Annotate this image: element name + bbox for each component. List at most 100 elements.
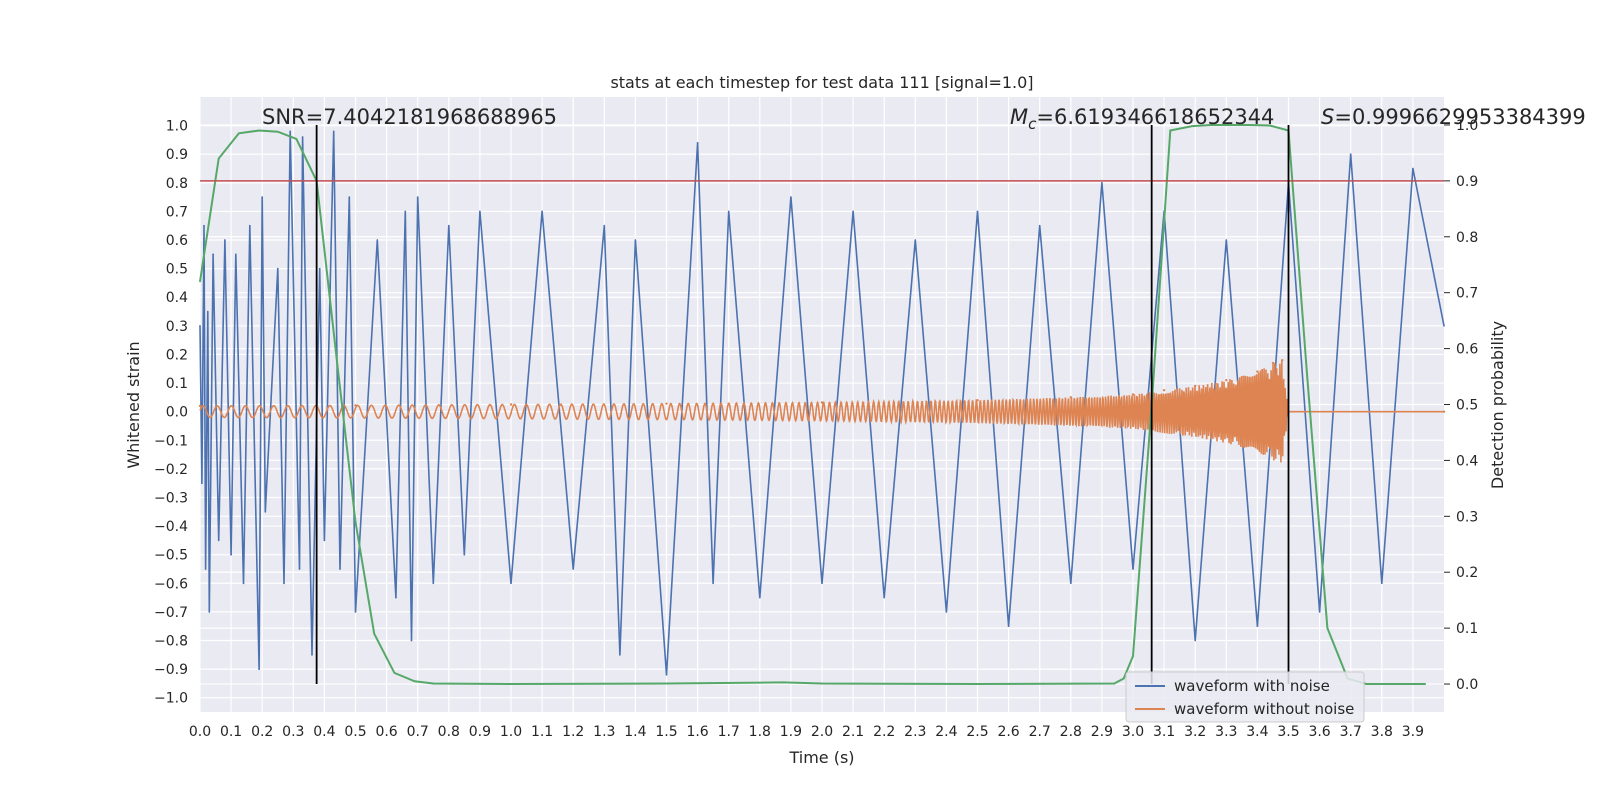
y2-tick-label: 0.0: [1456, 677, 1478, 693]
x-tick-label: 1.5: [655, 724, 677, 740]
x-tick-label: 3.6: [1308, 724, 1330, 740]
x-tick-label: 1.4: [624, 724, 646, 740]
noise-line: [199, 130, 1445, 676]
y-tick-label: −0.4: [154, 519, 188, 535]
noise-point: [976, 210, 979, 213]
noise-point: [234, 253, 237, 256]
probability-point: [1306, 375, 1308, 378]
noise-point: [572, 568, 574, 570]
x-tick-label: 2.2: [873, 724, 895, 740]
clean-envelope-point: [1131, 393, 1135, 396]
y-axis-label: Whitened strain: [124, 341, 143, 468]
probability-point: [373, 632, 375, 635]
series-detection-probability: [199, 124, 1427, 686]
noise-point: [1443, 325, 1445, 327]
legend-label-noise: waveform with noise: [1174, 677, 1330, 695]
noise-point: [242, 582, 245, 585]
series-waveform-with-noise: [199, 130, 1445, 676]
y-tick-label: 1.0: [166, 119, 188, 135]
y-tick-label: 0.5: [166, 262, 188, 278]
probability-point: [432, 682, 435, 685]
y-tick-label: −0.7: [154, 605, 188, 621]
noise-point: [348, 196, 351, 198]
probability-point: [276, 130, 279, 133]
x-tick-label: 1.6: [686, 724, 708, 740]
noise-point: [1412, 167, 1414, 170]
y-tick-label: 0.2: [166, 347, 188, 363]
noise-point: [1070, 582, 1072, 585]
noise-point: [323, 539, 326, 542]
noise-point: [208, 611, 211, 613]
noise-point: [1381, 582, 1383, 585]
noise-point: [201, 482, 203, 484]
y-tick-label: 0.8: [166, 176, 188, 192]
chart-title: stats at each timestep for test data 111…: [610, 73, 1033, 92]
clean-envelope-point: [1256, 370, 1259, 373]
clean-envelope-point: [976, 399, 979, 402]
x-tick-label: 0.2: [251, 724, 273, 740]
x-tick-label: 3.2: [1184, 724, 1206, 740]
noise-point: [217, 539, 220, 542]
probability-point: [258, 129, 260, 132]
noise-point: [727, 210, 730, 213]
probability-point: [1248, 124, 1251, 126]
y-tick-label: −0.9: [154, 662, 188, 678]
noise-point: [289, 130, 291, 133]
x-tick-label: 1.2: [562, 724, 584, 740]
probability-point: [393, 672, 396, 674]
y-tick-label: 0.6: [166, 233, 188, 249]
probability-point: [217, 157, 220, 160]
clean-envelope-point: [1069, 396, 1073, 399]
x-tick-label: 3.9: [1402, 724, 1424, 740]
y-tick-label: 0.7: [166, 204, 188, 220]
clean-envelope-point: [354, 404, 357, 407]
y-axis-ticks: −1.0 −0.9 −0.8 −0.7 −0.6 −0.5 −0.4 −0.3 −0.2 −0.1…: [154, 119, 188, 707]
probability-point: [1113, 682, 1116, 685]
x-tick-label: 1.9: [780, 724, 802, 740]
clean-line: [199, 360, 1444, 463]
y2-tick-label: 0.3: [1456, 509, 1478, 525]
y-tick-label: −0.1: [154, 433, 188, 449]
x-tick-label: 1.8: [749, 724, 771, 740]
noise-point: [1256, 625, 1259, 627]
x-tick-label: 2.3: [904, 724, 926, 740]
noise-point: [712, 582, 714, 585]
noise-point: [199, 325, 201, 327]
x-tick-label: 2.5: [966, 724, 988, 740]
clean-envelope-point: [509, 403, 513, 406]
noise-point: [404, 210, 407, 213]
clean-envelope-point: [665, 402, 668, 405]
snr-annotation: SNR=7.4042181968688965: [262, 105, 557, 129]
probability-point: [1326, 627, 1329, 629]
noise-point: [448, 224, 450, 227]
noise-point: [619, 653, 621, 656]
noise-point: [1101, 182, 1103, 184]
noise-point: [410, 639, 413, 642]
noise-point: [945, 611, 948, 613]
x-tick-label: 1.3: [593, 724, 615, 740]
noise-point: [1194, 639, 1196, 642]
noise-point: [332, 130, 335, 133]
probability-point: [1404, 683, 1406, 685]
x-tick-label: 3.4: [1246, 724, 1268, 740]
probability-point: [413, 680, 416, 683]
x-tick-label: 0.0: [189, 724, 211, 740]
y2-tick-label: 0.8: [1456, 230, 1478, 246]
x-tick-label: 2.6: [997, 724, 1019, 740]
x-axis-label: Time (s): [788, 748, 854, 767]
noise-point: [376, 239, 379, 241]
noise-point: [665, 674, 668, 676]
noise-point: [1318, 611, 1321, 613]
noise-point: [283, 582, 285, 585]
probability-point: [295, 138, 298, 140]
x-tick-label: 2.1: [842, 724, 864, 740]
probability-point: [782, 681, 784, 684]
x-tick-label: 2.0: [811, 724, 833, 740]
y-tick-label: −0.3: [154, 490, 188, 506]
y2-tick-label: 0.4: [1456, 453, 1478, 469]
legend-label-clean: waveform without noise: [1174, 700, 1354, 718]
probability-point: [510, 683, 512, 685]
chirp-mass-annotation: Mc=6.619346618652344: [1010, 105, 1274, 133]
probability-point: [336, 358, 338, 361]
y2-tick-label: 0.6: [1456, 342, 1478, 358]
